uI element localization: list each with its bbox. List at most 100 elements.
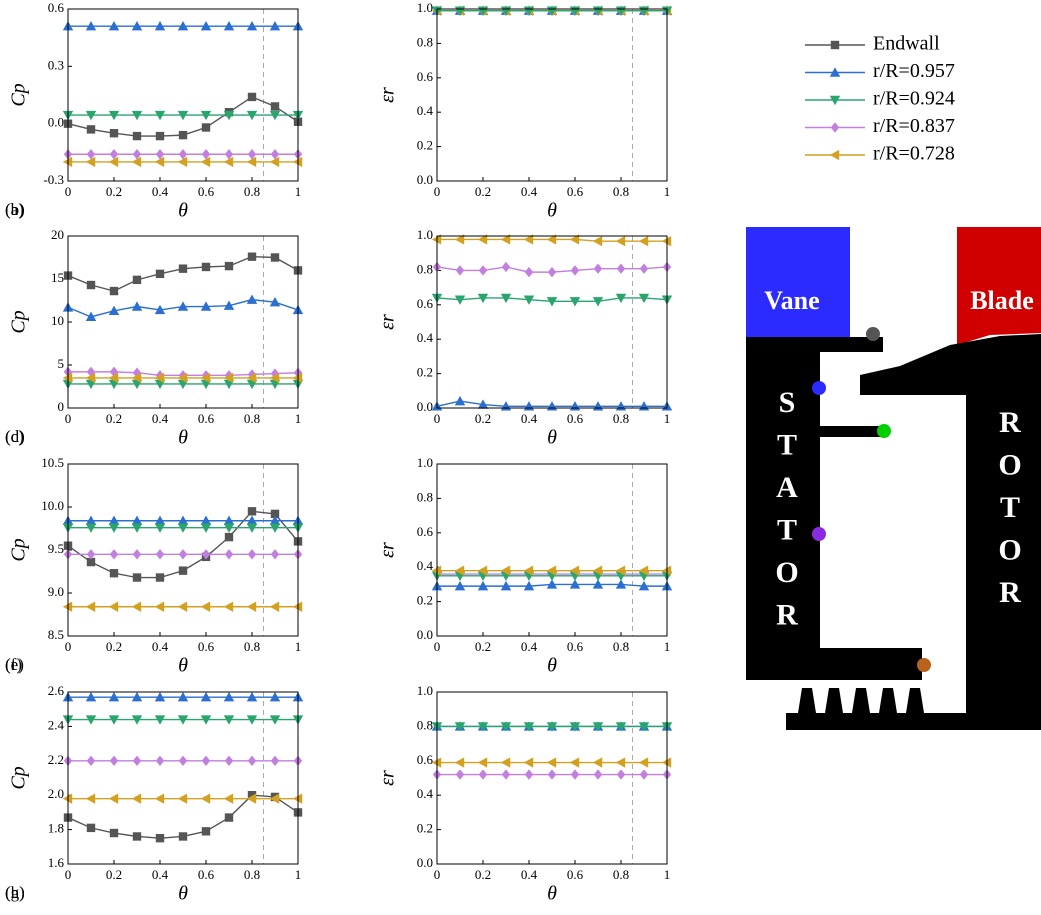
y-tick-label: 1.6	[48, 855, 65, 870]
point	[570, 769, 580, 780]
point	[500, 722, 512, 732]
x-tick-label: 0.4	[152, 639, 169, 654]
y-tick-label: 1.8	[48, 821, 64, 836]
point	[131, 21, 143, 31]
point	[638, 565, 649, 576]
point	[592, 565, 603, 576]
plot-frame	[67, 691, 299, 865]
legend-label: Endwall	[873, 33, 940, 55]
point	[200, 715, 212, 725]
point	[592, 722, 604, 732]
point	[154, 110, 166, 121]
y-tick-label: 0.0	[48, 115, 64, 130]
point	[454, 565, 465, 576]
point	[177, 21, 189, 31]
point	[270, 509, 280, 519]
legend-label: r/R=0.924	[873, 88, 955, 110]
point	[177, 601, 188, 612]
point	[270, 149, 280, 160]
panel: 1.6 1.8 2.0 2.2 2.4 2.6 0 0.2 0.4 0.6 0.8 1 (g) θ Cp	[5, 683, 304, 905]
y-tick-label: 0.8	[417, 34, 433, 49]
legend-label: r/R=0.728	[873, 143, 955, 165]
point	[155, 149, 165, 160]
x-tick-label: 0.6	[198, 639, 215, 654]
x-axis-label: θ	[547, 427, 557, 449]
panel-label: (c)	[5, 427, 24, 446]
point	[269, 110, 281, 121]
probe-728	[917, 658, 931, 672]
point	[224, 549, 234, 560]
point	[454, 395, 466, 406]
point	[85, 715, 97, 725]
point	[200, 793, 211, 804]
point	[155, 549, 165, 560]
point	[269, 372, 280, 384]
x-tick-label: 0	[65, 639, 72, 654]
point	[546, 565, 557, 576]
y-tick-label: 0.2	[417, 593, 433, 608]
point	[546, 579, 558, 589]
panel-label: (b)	[5, 200, 25, 219]
point	[546, 722, 558, 732]
y-tick-label: -0.3	[43, 172, 64, 187]
rotor-letter: R	[999, 576, 1021, 609]
point	[223, 515, 235, 525]
y-tick-label: 0.8	[417, 489, 433, 504]
point	[524, 769, 534, 780]
point	[247, 507, 257, 516]
rotor-body	[786, 334, 1041, 730]
y-tick-label: 2.2	[48, 752, 64, 767]
stator-letter: R	[776, 598, 798, 631]
point	[85, 372, 96, 384]
point	[615, 579, 627, 589]
point	[638, 235, 649, 247]
point	[639, 769, 649, 780]
y-tick-label: 1.0	[417, 683, 433, 698]
point	[178, 264, 188, 273]
point	[131, 793, 142, 804]
legend-marker	[829, 95, 841, 106]
legend-label: r/R=0.837	[873, 115, 955, 137]
point	[131, 110, 143, 121]
panel: 0 5 10 15 20 0 0.2 0.4 0.6 0.8 1 (c) θ Cp	[5, 227, 304, 449]
point	[269, 156, 280, 168]
point	[454, 757, 465, 768]
point	[246, 21, 258, 31]
point	[108, 110, 120, 121]
point	[85, 523, 97, 533]
plot-frame	[436, 8, 668, 182]
x-tick-label: 0.6	[567, 639, 584, 654]
point	[177, 691, 189, 702]
point	[593, 263, 603, 274]
point	[224, 532, 234, 542]
plot-frame	[436, 691, 668, 865]
point	[86, 149, 96, 160]
point	[569, 234, 580, 245]
point	[547, 266, 557, 278]
y-axis-label: εr	[377, 314, 399, 330]
point	[269, 715, 281, 725]
point	[615, 757, 626, 768]
y-tick-label: 0.6	[417, 296, 434, 311]
point	[639, 263, 649, 274]
point	[270, 253, 280, 262]
point	[223, 691, 235, 702]
point	[154, 715, 166, 725]
point	[269, 523, 281, 533]
point	[109, 286, 119, 296]
point	[200, 21, 212, 31]
point	[477, 234, 488, 245]
x-tick-label: 0.2	[475, 867, 491, 882]
panel-label: (e)	[5, 655, 24, 674]
point	[246, 372, 257, 384]
point	[523, 565, 534, 576]
vane-label: Vane	[764, 286, 819, 315]
point	[200, 301, 212, 311]
blade-label: Blade	[970, 286, 1034, 315]
panel-label: (d)	[5, 427, 25, 446]
point	[131, 515, 143, 525]
x-tick-label: 0.8	[244, 639, 260, 654]
seal-teeth	[798, 688, 924, 713]
point	[223, 793, 234, 804]
x-tick-label: 0	[434, 184, 441, 199]
